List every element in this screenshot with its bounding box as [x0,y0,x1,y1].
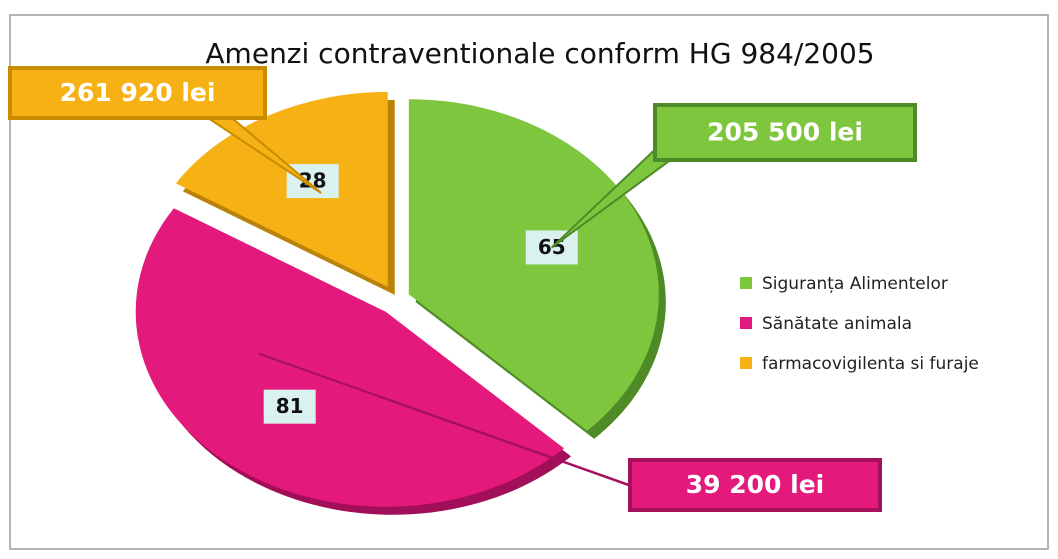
slice [175,91,388,287]
callout-text: 261 920 lei [60,78,216,107]
callout-box [653,103,917,162]
slice [135,208,565,507]
data-label: 81 [276,394,304,418]
callout-box [628,458,882,512]
data-label-bg [286,164,339,199]
data-label-bg [263,389,316,424]
legend-label: farmacovigilenta si furaje [762,354,979,374]
slice [408,99,659,431]
callout-text: 39 200 lei [686,470,824,499]
legend-swatch [740,317,752,329]
legend-label: Sănătate animala [762,314,912,334]
callout-text: 205 500 lei [707,118,863,147]
legend-label: Siguranța Alimentelor [762,274,948,294]
legend-swatch [740,357,752,369]
legend-swatch [740,277,752,289]
callout-box [8,66,267,120]
chart-title: Amenzi contraventionale conform HG 984/2… [205,37,874,70]
